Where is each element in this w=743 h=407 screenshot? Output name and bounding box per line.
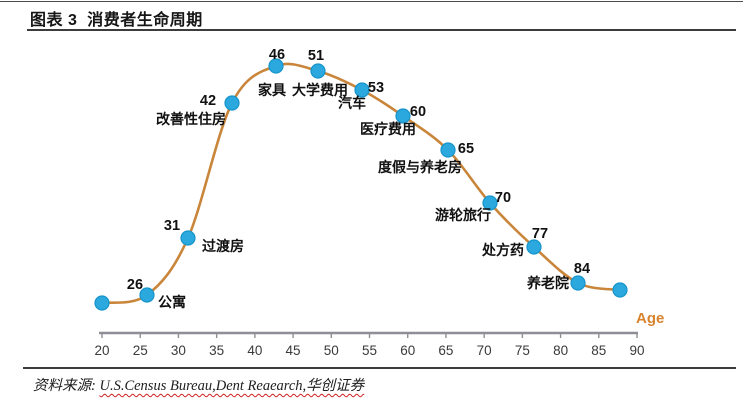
x-tick-label: 30 xyxy=(171,343,186,358)
point-age-label: 77 xyxy=(532,226,548,242)
point-category-label: 公寓 xyxy=(158,294,186,310)
data-point xyxy=(440,142,456,158)
point-category-label: 处方药 xyxy=(481,242,524,258)
data-point xyxy=(310,63,326,79)
point-age-label: 31 xyxy=(164,218,180,234)
page-title: 图表 3 消费者生命周期 xyxy=(30,12,203,29)
x-tick-label: 65 xyxy=(438,343,453,358)
point-category-label: 改善性住房 xyxy=(156,111,226,127)
source-note: 资料来源: U.S.Census Bureau,Dent Reaearch,华创… xyxy=(33,374,364,395)
x-tick-label: 55 xyxy=(362,343,377,358)
point-category-label: 家具 xyxy=(258,82,286,98)
data-point xyxy=(268,58,284,74)
x-tick-label: 25 xyxy=(133,343,148,358)
data-point xyxy=(612,282,628,298)
point-age-label: 84 xyxy=(574,261,590,277)
point-category-label: 度假与养老房 xyxy=(378,159,462,175)
point-age-label: 65 xyxy=(458,141,474,157)
x-axis-title: Age xyxy=(636,310,665,327)
point-age-label: 42 xyxy=(200,93,216,109)
title-underline xyxy=(27,29,736,31)
point-category-label: 医疗费用 xyxy=(360,121,416,137)
point-category-label: 大学费用 xyxy=(292,82,348,98)
point-category-label: 游轮旅行 xyxy=(435,207,491,223)
data-point xyxy=(180,230,196,246)
data-point xyxy=(395,108,411,124)
x-tick-label: 40 xyxy=(247,343,262,358)
point-age-label: 60 xyxy=(410,104,426,120)
x-tick-label: 85 xyxy=(591,343,606,358)
x-tick-label: 20 xyxy=(94,343,109,358)
x-tick-label: 35 xyxy=(209,343,224,358)
x-tick-label: 45 xyxy=(286,343,301,358)
point-age-label: 46 xyxy=(269,47,285,63)
data-point xyxy=(224,95,240,111)
x-tick-label: 50 xyxy=(324,343,339,358)
data-point xyxy=(482,195,498,211)
x-tick-label: 90 xyxy=(629,343,644,358)
source-references: U.S.Census Bureau,Dent Reaearch,华创证券 xyxy=(99,378,365,394)
point-age-label: 26 xyxy=(127,277,143,293)
point-age-label: 51 xyxy=(308,48,324,64)
x-tick-label: 75 xyxy=(515,343,530,358)
point-category-label: 养老院 xyxy=(526,275,569,291)
data-point xyxy=(354,82,370,98)
top-rule xyxy=(0,1,743,2)
point-category-label: 汽车 xyxy=(338,95,366,111)
point-age-label: 70 xyxy=(495,190,511,206)
data-point xyxy=(139,287,155,303)
point-age-label: 53 xyxy=(368,80,384,96)
footer-divider xyxy=(23,367,736,369)
source-prefix: 资料来源: xyxy=(33,378,100,394)
x-tick-label: 80 xyxy=(553,343,568,358)
data-point xyxy=(94,295,110,311)
x-tick-label: 60 xyxy=(400,343,415,358)
data-point xyxy=(526,239,542,255)
data-point xyxy=(570,275,586,291)
x-tick-label: 70 xyxy=(477,343,492,358)
point-category-label: 过渡房 xyxy=(202,238,244,254)
